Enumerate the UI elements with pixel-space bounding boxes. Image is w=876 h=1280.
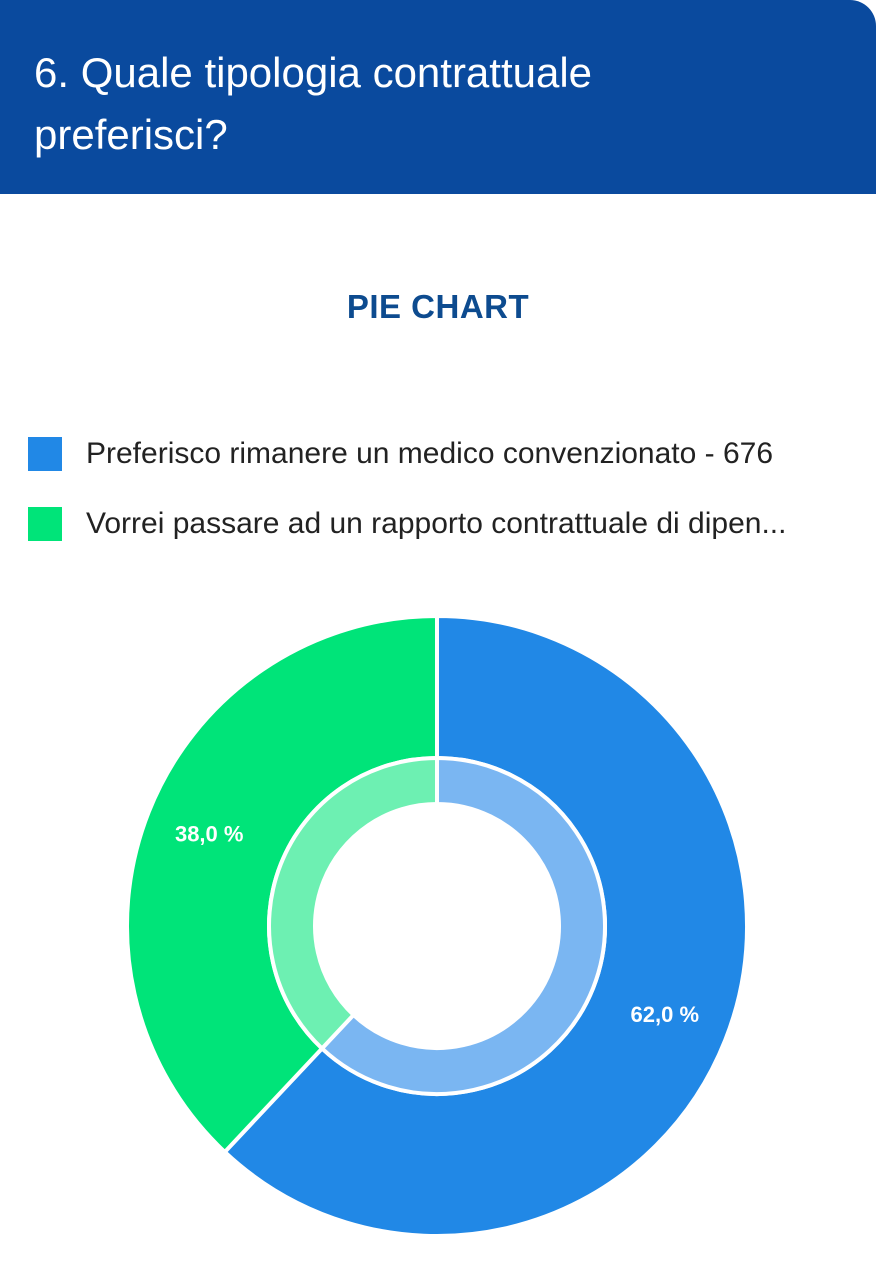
question-header: 6. Quale tipologia contrattuale preferis…: [0, 0, 876, 194]
pie-slice-label-0: 62,0 %: [631, 1002, 700, 1027]
pie-slice-inner-1[interactable]: [267, 755, 439, 1052]
donut-chart-container: 62,0 % 38,0 %: [0, 600, 876, 1260]
pie-slice-label-1: 38,0 %: [175, 822, 244, 847]
legend-item-green[interactable]: Vorrei passare ad un rapporto contrattua…: [28, 500, 858, 548]
legend-swatch-green: [28, 507, 62, 541]
donut-chart: 62,0 % 38,0 %: [125, 613, 749, 1238]
legend-swatch-blue: [28, 437, 62, 471]
pie-slice-inner-0[interactable]: [319, 755, 607, 1096]
question-title: 6. Quale tipologia contrattuale preferis…: [34, 49, 593, 158]
donut-center-hole: [316, 805, 558, 1047]
chart-legend: Preferisco rimanere un medico convenzion…: [28, 430, 858, 570]
chart-title: PIE CHART: [346, 288, 530, 325]
legend-label: Vorrei passare ad un rapporto contrattua…: [86, 507, 787, 540]
legend-label: Preferisco rimanere un medico convenzion…: [86, 437, 774, 470]
legend-item-blue[interactable]: Preferisco rimanere un medico convenzion…: [28, 430, 858, 478]
